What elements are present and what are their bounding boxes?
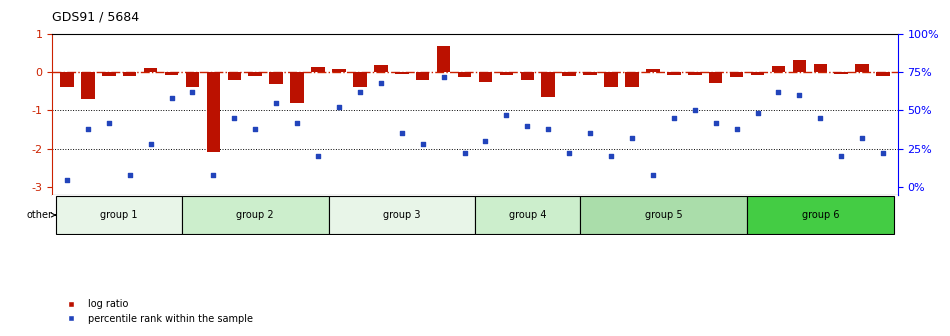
Point — [729, 126, 744, 131]
Bar — [56, 196, 182, 235]
Point — [290, 120, 305, 125]
Point — [373, 80, 389, 85]
Bar — [164, 72, 179, 75]
Bar — [855, 64, 869, 72]
Bar — [329, 196, 475, 235]
Bar — [291, 72, 304, 103]
Bar — [416, 72, 429, 80]
Bar — [750, 72, 765, 75]
Point — [457, 151, 472, 156]
Point — [708, 120, 723, 125]
Text: group 6: group 6 — [802, 210, 839, 220]
Bar — [583, 72, 597, 75]
Bar — [182, 196, 329, 235]
Bar — [332, 69, 346, 72]
Text: group 1: group 1 — [101, 210, 138, 220]
Bar — [206, 72, 220, 152]
Bar — [604, 72, 618, 87]
Point — [332, 104, 347, 110]
Point — [101, 120, 116, 125]
Legend: log ratio, percentile rank within the sample: log ratio, percentile rank within the sa… — [57, 295, 257, 328]
Point — [499, 112, 514, 118]
Bar — [60, 72, 74, 87]
Bar — [625, 72, 638, 87]
Point — [750, 111, 765, 116]
Point — [645, 172, 660, 178]
Bar — [227, 72, 241, 80]
Bar — [270, 72, 283, 84]
Point — [791, 92, 807, 98]
Bar — [249, 72, 262, 76]
Text: group 5: group 5 — [644, 210, 682, 220]
Point — [227, 115, 242, 121]
Bar — [580, 196, 747, 235]
Point — [666, 115, 681, 121]
Bar — [500, 72, 513, 75]
Bar — [709, 72, 723, 83]
Point — [603, 154, 618, 159]
Point — [687, 108, 702, 113]
Point — [855, 135, 870, 141]
Text: GDS91 / 5684: GDS91 / 5684 — [52, 10, 140, 24]
Text: other: other — [27, 210, 56, 220]
Bar — [688, 72, 701, 75]
Point — [269, 100, 284, 106]
Point — [143, 141, 159, 147]
Point — [164, 95, 180, 101]
Point — [436, 74, 451, 79]
Bar — [395, 72, 408, 74]
Point — [59, 177, 74, 182]
Point — [206, 172, 221, 178]
Point — [876, 151, 891, 156]
Bar — [730, 72, 744, 77]
Point — [123, 172, 138, 178]
Point — [561, 151, 577, 156]
Bar — [312, 68, 325, 72]
Point — [770, 89, 786, 95]
Bar — [542, 72, 555, 97]
Bar — [521, 72, 534, 80]
Point — [80, 126, 95, 131]
Bar — [813, 64, 827, 72]
Point — [834, 154, 849, 159]
Point — [394, 131, 409, 136]
Bar — [81, 72, 95, 99]
Point — [520, 123, 535, 128]
Bar — [102, 72, 116, 76]
Text: group 3: group 3 — [383, 210, 421, 220]
Bar — [747, 196, 894, 235]
Bar — [143, 68, 158, 72]
Bar — [562, 72, 576, 76]
Point — [478, 138, 493, 144]
Bar — [437, 46, 450, 72]
Bar — [123, 72, 137, 76]
Point — [582, 131, 598, 136]
Point — [248, 126, 263, 131]
Bar — [834, 72, 848, 74]
Bar — [479, 72, 492, 82]
Bar — [792, 60, 807, 72]
Text: group 4: group 4 — [508, 210, 546, 220]
Bar — [475, 196, 580, 235]
Bar — [667, 72, 680, 75]
Bar — [646, 69, 659, 72]
Bar — [353, 72, 367, 87]
Point — [185, 89, 200, 95]
Point — [415, 141, 430, 147]
Bar — [185, 72, 200, 87]
Point — [311, 154, 326, 159]
Point — [812, 115, 827, 121]
Bar — [876, 72, 890, 76]
Bar — [458, 72, 471, 77]
Bar — [374, 65, 388, 72]
Point — [624, 135, 639, 141]
Point — [541, 126, 556, 131]
Point — [352, 89, 368, 95]
Bar — [771, 66, 786, 72]
Text: group 2: group 2 — [237, 210, 274, 220]
